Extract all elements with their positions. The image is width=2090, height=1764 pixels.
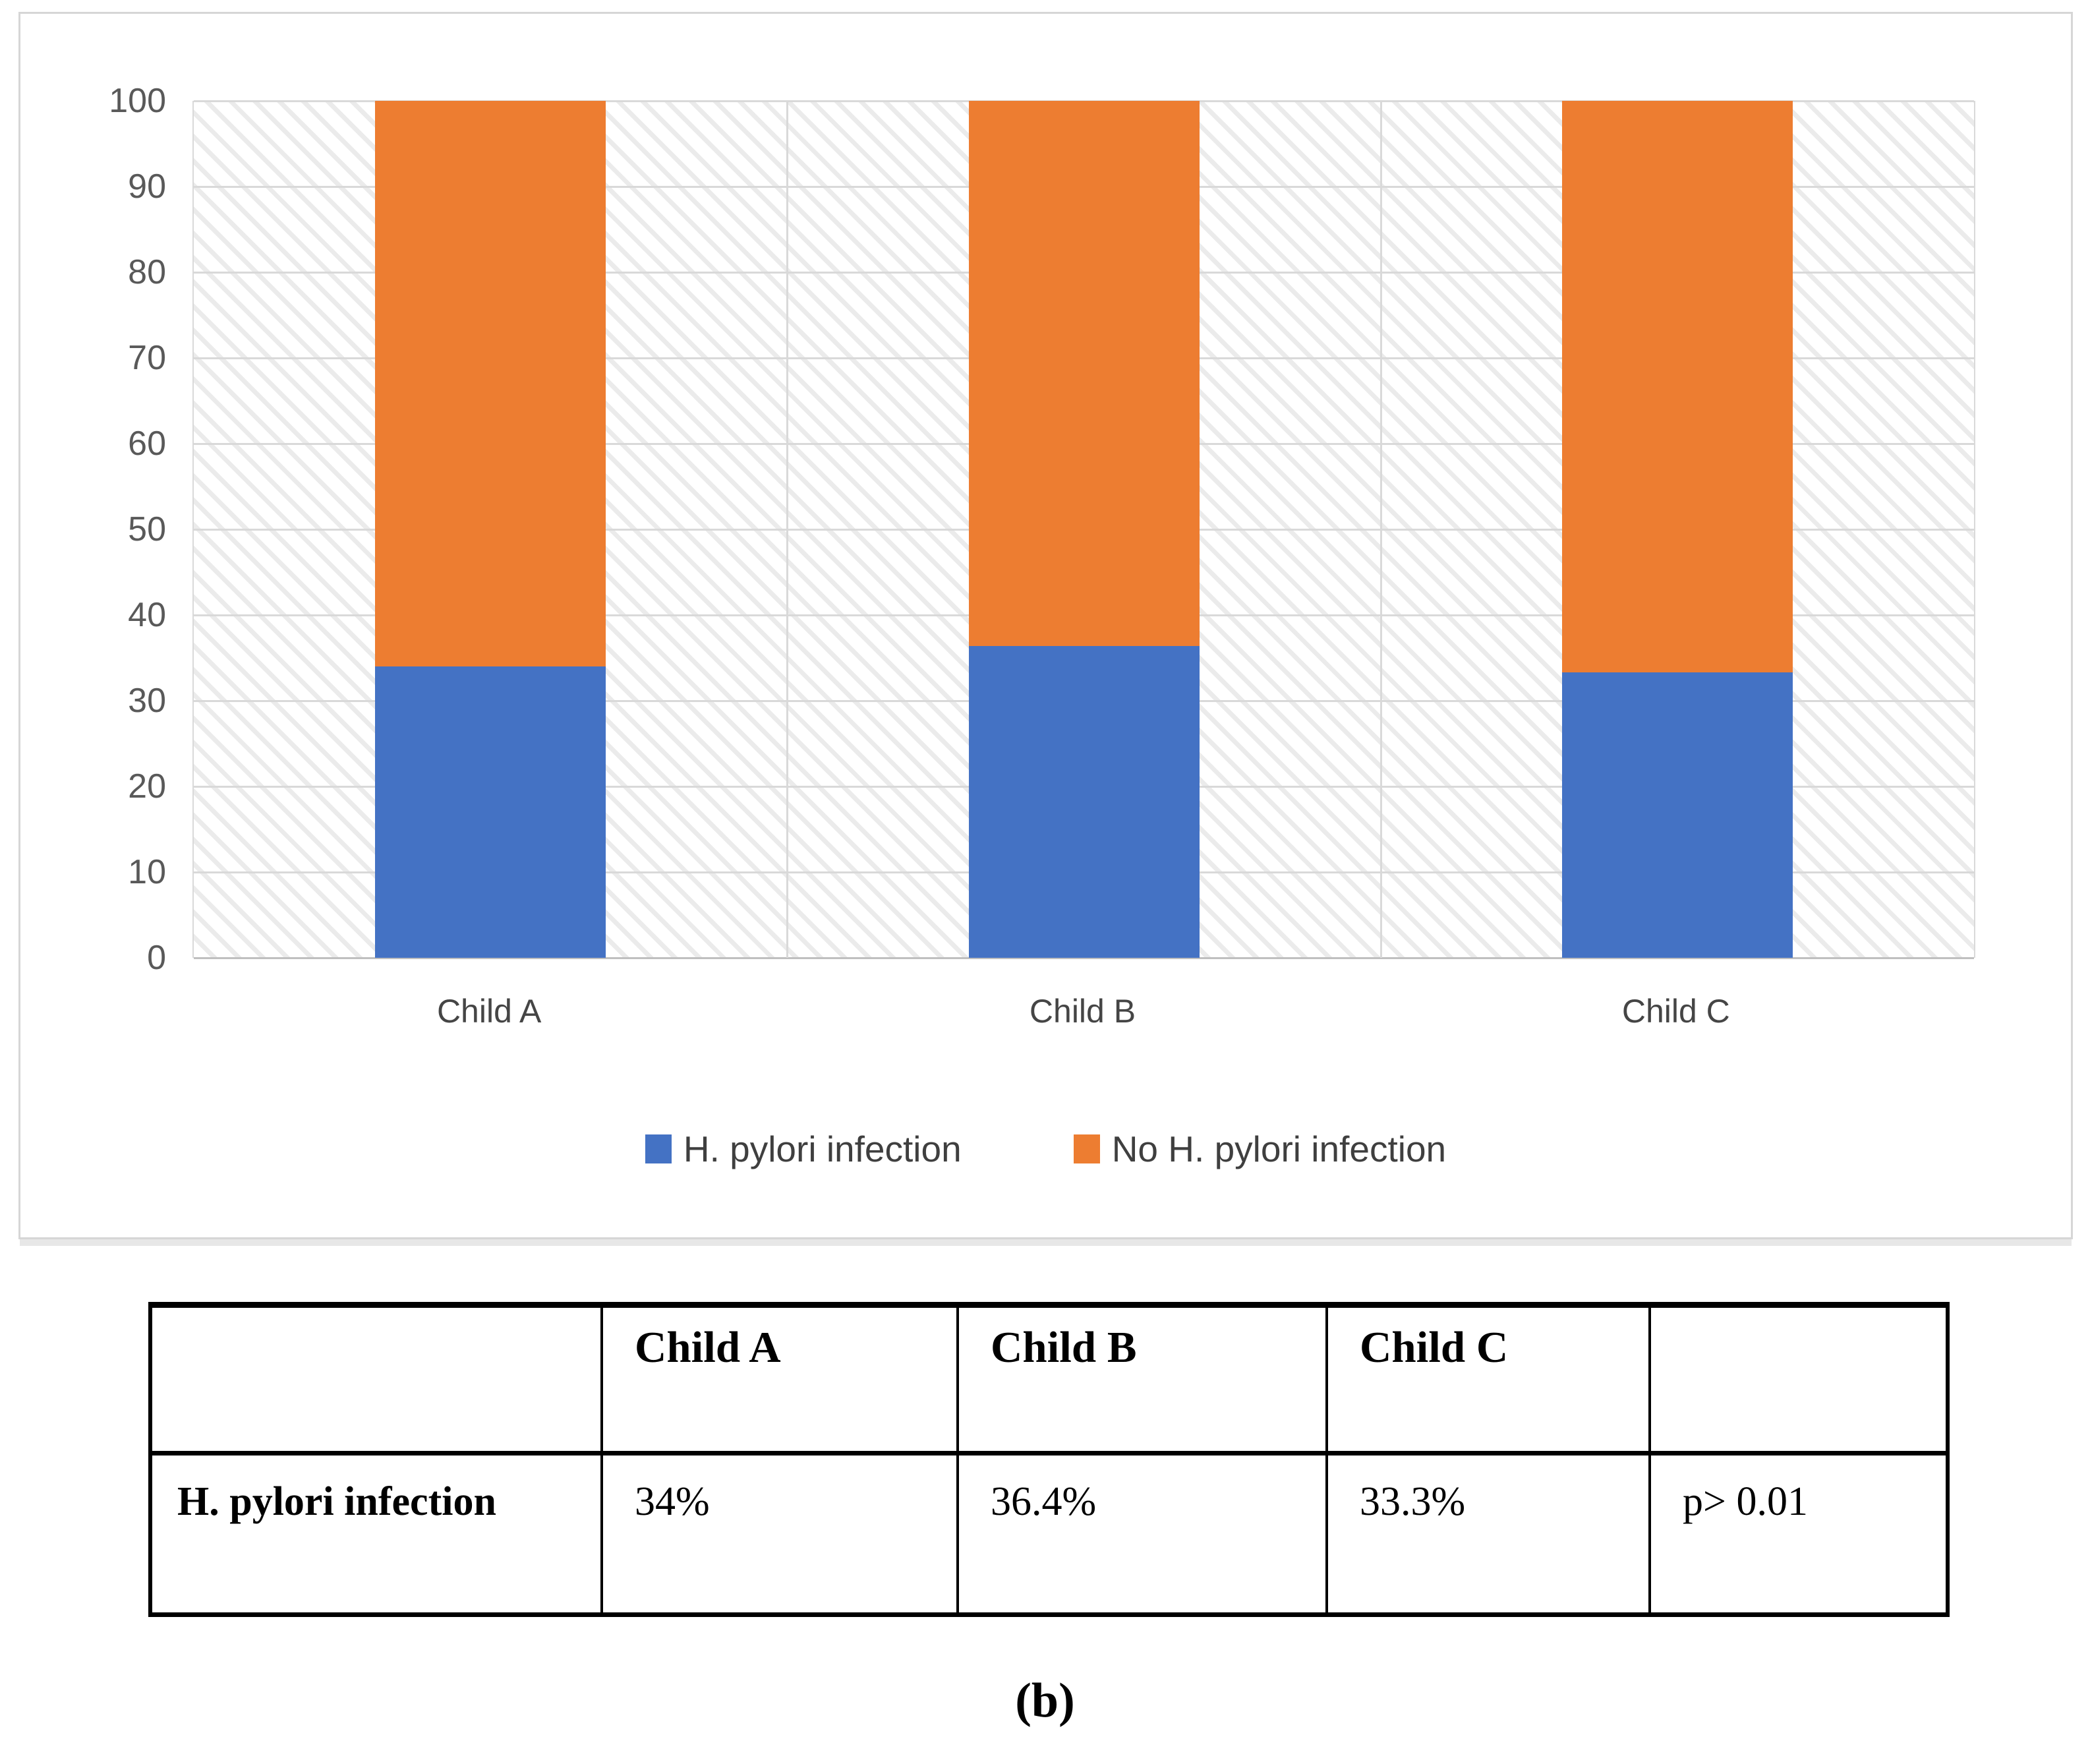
y-tick-label-90: 90 — [128, 167, 166, 206]
y-tick-label-20: 20 — [128, 767, 166, 806]
value-cell-2: 33.3% — [1325, 1452, 1651, 1617]
table-header-row: Child A Child B Child C — [148, 1302, 1950, 1455]
category-separator-gridline — [786, 101, 789, 958]
y-tick-label-70: 70 — [128, 339, 166, 377]
bar-segment-h-pylori-infection — [375, 666, 606, 958]
table-data-row: H. pylori infection 34% 36.4% 33.3% p> 0.01 — [148, 1452, 1950, 1617]
category-separator-gridline — [1379, 101, 1382, 958]
bar-child-b — [968, 101, 1200, 958]
bar-segment-no-h-pylori-infection — [968, 101, 1200, 646]
value-cell-3: p> 0.01 — [1648, 1452, 1950, 1617]
y-tick-label-0: 0 — [147, 939, 166, 977]
plot-area — [192, 100, 1975, 959]
y-tick-label-100: 100 — [109, 82, 166, 120]
category-label-child-c: Child C — [1621, 993, 1730, 1030]
gridline-0 — [194, 957, 1974, 959]
bar-segment-h-pylori-infection — [968, 645, 1200, 958]
header-cell-child-c: Child C — [1325, 1302, 1651, 1455]
y-tick-label-30: 30 — [128, 682, 166, 720]
header-cell-blank-4 — [1648, 1302, 1950, 1455]
header-cell-blank-0 — [148, 1302, 603, 1455]
value-cell-0: 34% — [600, 1452, 959, 1617]
bar-child-a — [375, 101, 606, 958]
y-tick-label-60: 60 — [128, 425, 166, 463]
bar-segment-no-h-pylori-infection — [1561, 101, 1793, 673]
legend-label: No H. pylori infection — [1111, 1129, 1447, 1169]
legend-label: H. pylori infection — [683, 1129, 962, 1169]
bar-segment-h-pylori-infection — [1561, 672, 1793, 958]
bar-segment-no-h-pylori-infection — [375, 101, 606, 666]
value-cell-1: 36.4% — [956, 1452, 1328, 1617]
figure-caption: (b) — [1015, 1674, 1075, 1728]
chart-legend: H. pylori infection No H. pylori infectio… — [20, 1128, 2071, 1170]
header-cell-child-a: Child A — [600, 1302, 959, 1455]
legend-entry: No H. pylori infection — [1073, 1128, 1447, 1170]
chart-panel: 0 10 20 30 40 50 60 70 80 90 100 Child A Child B Chi… — [18, 12, 2073, 1239]
results-table: Child A Child B Child C H. pylori infection… — [148, 1302, 1950, 1617]
category-label-child-a: Child A — [436, 993, 542, 1030]
legend-swatch-icon — [1073, 1134, 1100, 1163]
category-label-child-b: Child B — [1029, 993, 1136, 1030]
bar-child-c — [1561, 101, 1793, 958]
y-tick-label-40: 40 — [128, 596, 166, 634]
y-tick-label-50: 50 — [128, 510, 166, 548]
row-label-cell: H. pylori infection — [148, 1452, 603, 1617]
legend-swatch-icon — [645, 1134, 672, 1163]
y-tick-label-80: 80 — [128, 253, 166, 291]
y-tick-label-10: 10 — [128, 853, 166, 891]
header-cell-child-b: Child B — [956, 1302, 1328, 1455]
legend-entry: H. pylori infection — [645, 1128, 962, 1170]
